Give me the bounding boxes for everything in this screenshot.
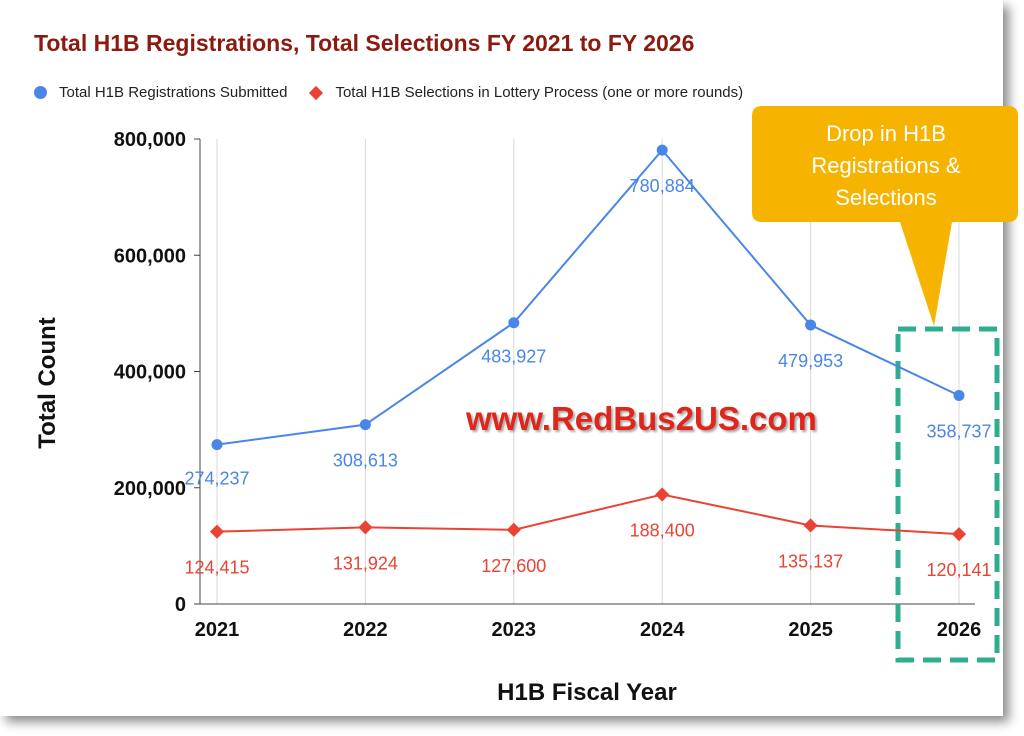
x-tick-label: 2022	[343, 619, 388, 641]
y-tick-label: 200,000	[114, 478, 186, 500]
y-axis-title: Total Count	[34, 317, 61, 449]
selections-data-label: 131,924	[333, 553, 398, 573]
y-tick-label: 400,000	[114, 362, 186, 384]
selections-data-label: 120,141	[926, 560, 991, 580]
registrations-point	[656, 144, 668, 156]
callout-line: Registrations &	[811, 153, 961, 178]
x-tick-label: 2023	[492, 619, 537, 641]
selections-line	[216, 493, 960, 536]
legend-circle-marker	[34, 86, 47, 99]
y-tick-label: 600,000	[114, 245, 186, 267]
highlight-box	[895, 326, 1000, 663]
callout-shape	[752, 106, 1018, 326]
selections-data-label: 188,400	[630, 520, 695, 540]
callout-line: Drop in H1B	[826, 121, 946, 146]
legend-label-registrations: Total H1B Registrations Submitted	[59, 84, 288, 101]
line-chart: 0 200,000 400,000 600,000 800,000 2021 2022 202…	[34, 129, 1000, 706]
callout-text: Drop in H1B Registrations & Selections	[756, 118, 1016, 214]
registrations-data-label: 780,884	[630, 176, 695, 196]
registrations-data-label: 483,927	[481, 347, 546, 367]
registrations-point	[359, 419, 371, 431]
chart-title: Total H1B Registrations, Total Selection…	[34, 30, 695, 56]
x-tick-label: 2025	[788, 619, 833, 641]
selections-data-label: 127,600	[481, 556, 546, 576]
chart-card: Total H1B Registrations, Total Selection…	[34, 30, 1018, 706]
watermark: www.RedBus2US.com	[466, 400, 817, 437]
x-axis-title: H1B Fiscal Year	[497, 679, 677, 706]
registrations-data-label: 479,953	[778, 351, 843, 371]
registrations-data-label: 358,737	[926, 421, 991, 441]
selections-point	[209, 524, 225, 539]
registrations-point	[211, 439, 223, 451]
chart-legend: Total H1B Registrations Submitted Total …	[34, 84, 765, 101]
registrations-data-label: 274,237	[184, 469, 249, 489]
registrations-point	[953, 389, 965, 401]
legend-item-registrations: Total H1B Registrations Submitted	[34, 84, 287, 101]
selections-point	[655, 487, 670, 502]
registrations-line	[216, 148, 960, 446]
x-tick-label: 2026	[937, 619, 982, 641]
registrations-point	[508, 317, 520, 329]
selections-point	[951, 527, 967, 542]
y-tick-label: 800,000	[114, 129, 186, 151]
selections-point	[506, 522, 521, 537]
callout-line: Selections	[835, 185, 937, 210]
y-tick-label: 0	[175, 594, 186, 616]
registrations-data-label: 308,613	[333, 451, 398, 471]
callout-bubble	[752, 106, 1018, 326]
selections-data-label: 124,415	[184, 558, 249, 578]
x-tick-label: 2021	[195, 619, 240, 641]
selections-data-label: 135,137	[778, 551, 843, 571]
legend-item-selections: Total H1B Selections in Lottery Process …	[309, 84, 743, 101]
x-tick-label: 2024	[640, 619, 685, 641]
registrations-point	[805, 319, 817, 331]
legend-label-selections: Total H1B Selections in Lottery Process …	[335, 84, 744, 101]
selections-point	[358, 520, 373, 535]
selections-point	[803, 518, 818, 533]
